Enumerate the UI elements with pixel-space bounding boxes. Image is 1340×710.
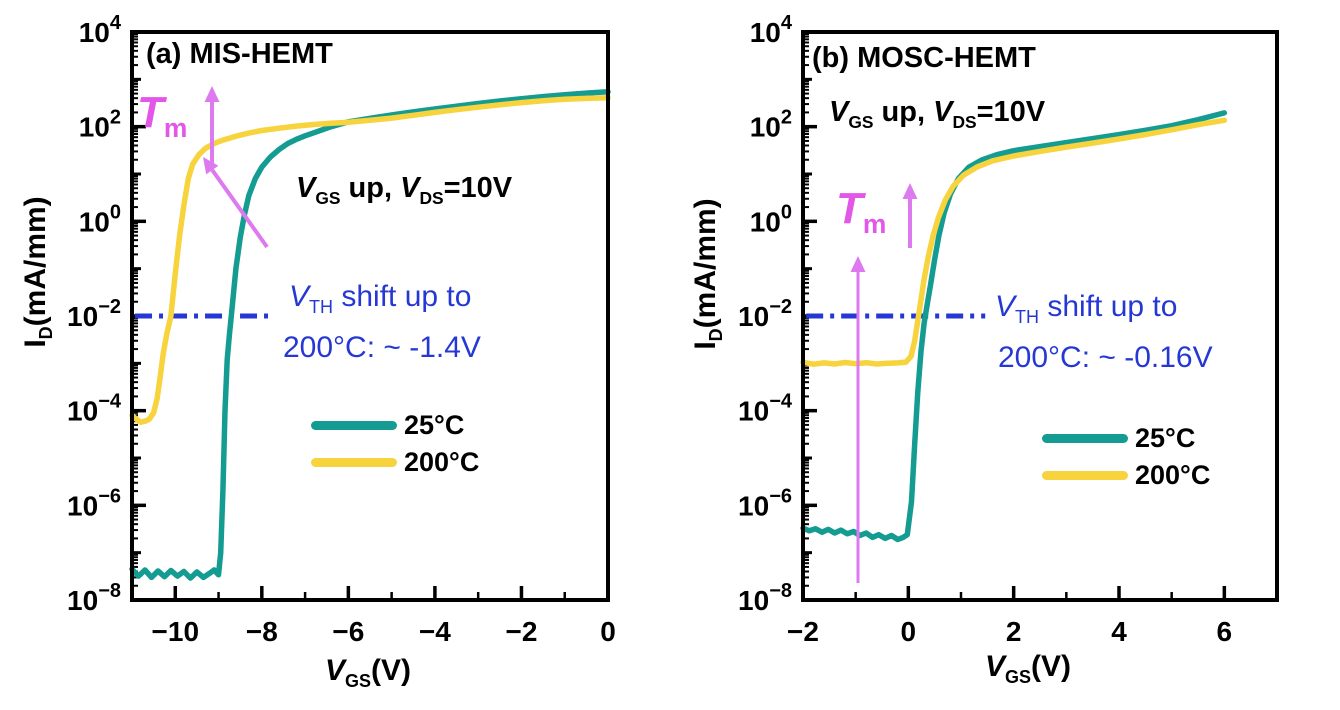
panel-b-x-tick-label: 0: [901, 616, 917, 647]
panel-a-y-tick-label: 104: [79, 12, 122, 48]
legend-label-25c: 25°C: [1135, 422, 1196, 453]
panel-a-x-tick-label: 0: [600, 616, 616, 647]
panel-a-x-tick-label: −4: [419, 616, 451, 647]
panel-b-y-tick-label: 102: [750, 107, 792, 143]
panel-a-title: (a) MIS-HEMT: [146, 38, 333, 70]
panel-a-x-tick-label: −8: [246, 616, 278, 647]
legend-item-200c: 200°C: [1042, 459, 1211, 490]
panel-b-x-axis-label: VGS(V): [984, 650, 1072, 687]
panel-b-x-tick-label: −2: [787, 616, 819, 647]
panel-a-y-tick-label: 10−6: [67, 485, 121, 521]
panel-a-temperature-arrow: [210, 168, 269, 249]
panel-b-temperature-arrowhead: [850, 256, 866, 272]
legend-swatch-25c: [311, 420, 397, 430]
panel-a-y-axis-label: ID(mA/mm): [19, 196, 56, 348]
panel-b-y-tick-label: 104: [750, 12, 793, 48]
legend-swatch-25c: [1042, 433, 1128, 443]
panel-b-legend: 25°C 200°C: [1042, 422, 1211, 490]
panel-b-x-tick-label: 4: [1111, 616, 1127, 647]
panel-a-spines: [130, 30, 610, 602]
panel-a-y-tick-label: 10−8: [67, 580, 121, 616]
panel-b-y-tick-label: 100: [750, 201, 792, 237]
panel-a-y-tick-label: 102: [79, 107, 121, 143]
panel-a-tm-label: Tm: [137, 88, 188, 143]
panel-b-y-tick-label: 10−6: [738, 485, 792, 521]
panel-b-spines: [801, 30, 1279, 602]
panel-b-bias-condition: VGS up, VDS=10V: [829, 96, 1046, 132]
panel-a-legend: 25°C 200°C: [311, 409, 480, 477]
panel-b-x-tick-label: 2: [1006, 616, 1022, 647]
panel-a-curve-200c: [129, 94, 611, 425]
panel-a-x-axis-label: VGS(V): [324, 654, 412, 691]
panel-b-temperature-arrowhead: [902, 183, 918, 199]
panel-a-x-tick-label: −6: [332, 616, 364, 647]
panel-b-tm-label: Tm: [836, 184, 887, 239]
panel-b-vth-note-line1: VTH shift up to: [995, 290, 1178, 327]
legend-item-200c: 200°C: [311, 446, 480, 477]
panel-a-temperature-arrowhead: [204, 86, 220, 102]
panel-b-y-tick-label: 10−8: [738, 580, 792, 616]
panel-a-y-tick-label: 10−4: [67, 391, 122, 427]
legend-item-25c: 25°C: [1042, 422, 1210, 453]
panel-a-bias-condition: VGS up, VDS=10V: [296, 172, 513, 208]
panel-b-y-tick-label: 10−4: [738, 391, 793, 427]
legend-item-25c: 25°C: [311, 409, 479, 440]
panel-b-title: (b) MOSC-HEMT: [812, 42, 1036, 74]
panel-a-x-tick-label: −2: [505, 616, 537, 647]
panel-a-vth-note-line1: VTH shift up to: [289, 280, 472, 317]
legend-label-200c: 200°C: [1135, 459, 1211, 490]
panel-b-x-tick-label: 6: [1217, 616, 1233, 647]
legend-label-25c: 25°C: [404, 409, 465, 440]
panel-b-vth-note-line2: 200°C: ~ -0.16V: [998, 341, 1213, 374]
panel-a-temperature-arrowhead: [203, 157, 219, 175]
panel-a-x-tick-label: −10: [152, 616, 200, 647]
panel-b-curve-25c: [800, 110, 1228, 543]
panel-b-y-tick-label: 10−2: [738, 296, 792, 332]
panel-b-y-axis-label: ID(mA/mm): [689, 198, 726, 350]
panel-b-curve-200c: [800, 117, 1228, 367]
legend-label-200c: 200°C: [404, 446, 480, 477]
legend-swatch-200c: [311, 457, 397, 467]
panel-a-vth-note-line2: 200°C: ~ -1.4V: [283, 331, 481, 364]
legend-swatch-200c: [1042, 470, 1128, 480]
panel-a-y-tick-label: 100: [79, 201, 121, 237]
panel-a-y-tick-label: 10−2: [67, 296, 121, 332]
